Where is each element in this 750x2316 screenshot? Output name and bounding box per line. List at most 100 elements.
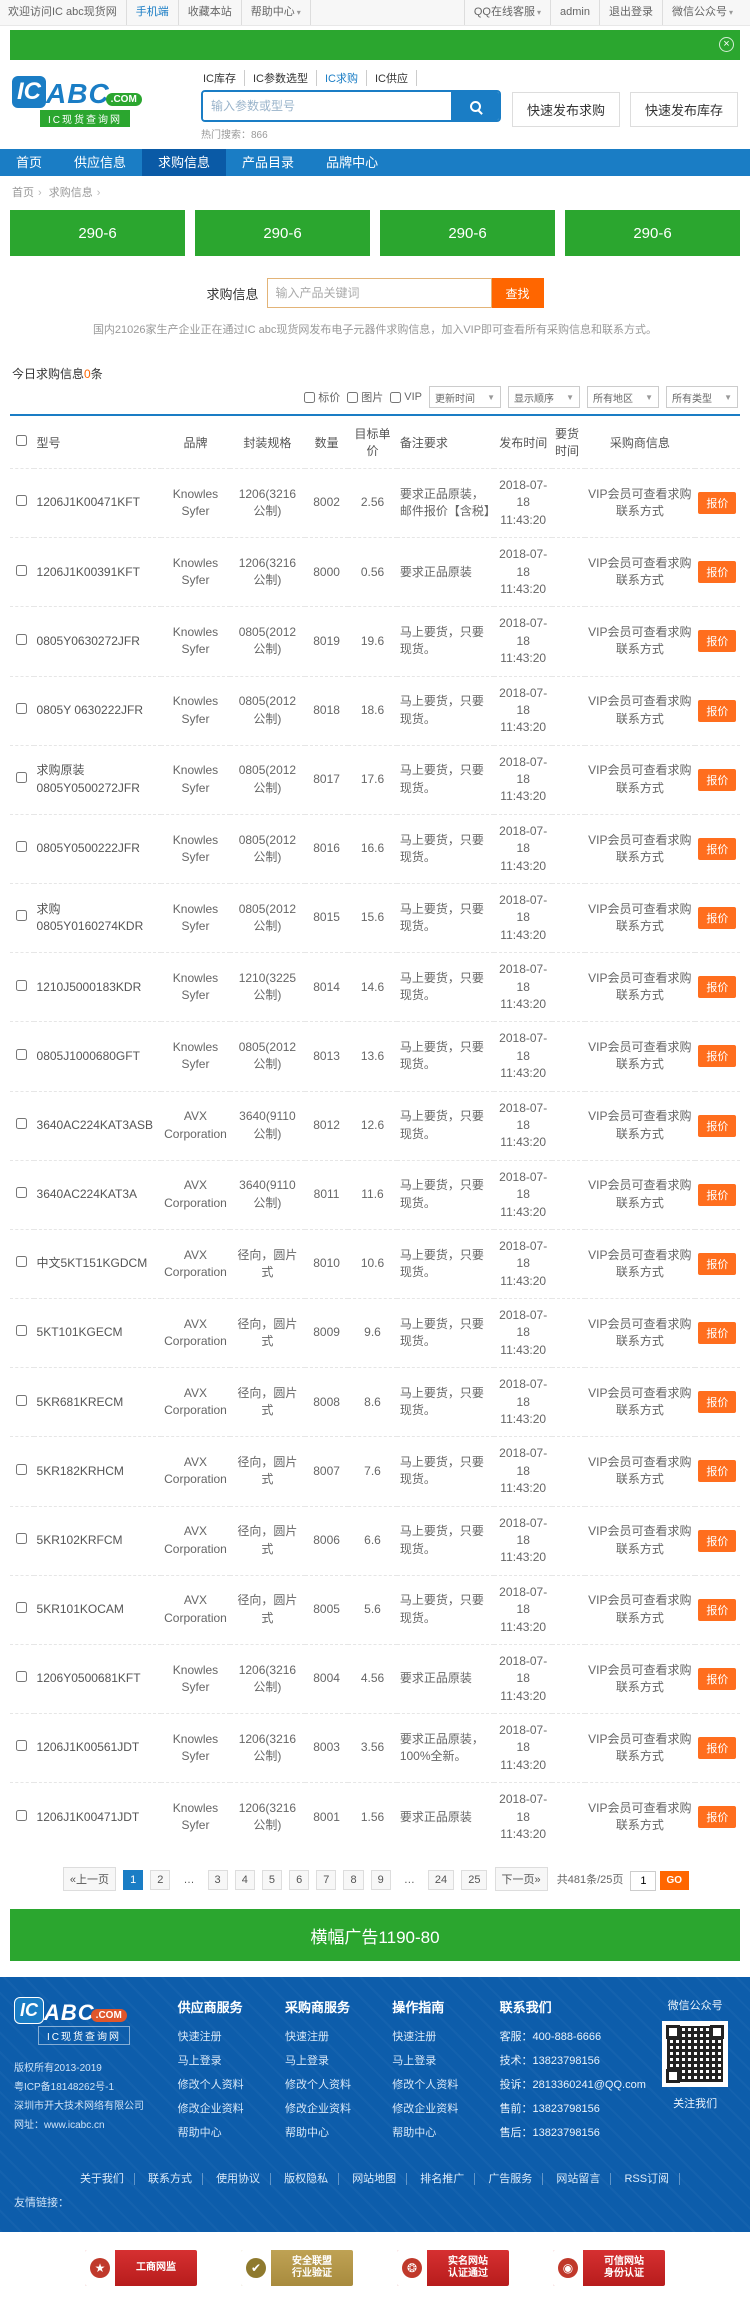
- quote-button[interactable]: 报价: [698, 1114, 737, 1137]
- footer-link[interactable]: 马上登录: [284, 2055, 329, 2068]
- page-link[interactable]: 8: [343, 1870, 364, 1891]
- page-link[interactable]: 2: [150, 1870, 171, 1891]
- row-checkbox[interactable]: [16, 1394, 28, 1406]
- footer-link[interactable]: 修改企业资料: [284, 2103, 351, 2116]
- topbar-link[interactable]: admin: [550, 0, 599, 25]
- row-checkbox[interactable]: [16, 1671, 28, 1683]
- close-icon[interactable]: ×: [719, 37, 734, 52]
- page-link[interactable]: 7: [316, 1870, 337, 1891]
- row-checkbox[interactable]: [16, 1740, 28, 1752]
- nav-item[interactable]: 产品目录: [242, 155, 295, 170]
- quote-button[interactable]: 报价: [698, 837, 737, 860]
- filter-checkbox[interactable]: 图片: [347, 389, 383, 405]
- quote-button[interactable]: 报价: [698, 1737, 737, 1760]
- footer-link[interactable]: 马上登录: [392, 2055, 437, 2068]
- bottom-ad-banner[interactable]: 横幅广告1190-80: [10, 1909, 740, 1962]
- filter-select[interactable]: 更新时间 ▼: [429, 386, 501, 408]
- quote-button[interactable]: 报价: [698, 1391, 737, 1414]
- cert-badge[interactable]: ◉ 可信网站 身份认证: [553, 2250, 665, 2287]
- page-link[interactable]: «上一页: [62, 1867, 117, 1892]
- row-checkbox[interactable]: [16, 1532, 28, 1544]
- cert-badge[interactable]: ❂ 实名网站 认证通过: [397, 2250, 509, 2287]
- footer-link[interactable]: 修改个人资料: [392, 2079, 459, 2092]
- quote-button[interactable]: 报价: [698, 1668, 737, 1690]
- quote-button[interactable]: 报价: [698, 630, 737, 653]
- quote-button[interactable]: 报价: [698, 699, 737, 722]
- footer-link[interactable]: 帮助中心: [284, 2127, 329, 2140]
- nav-item[interactable]: 供应信息: [74, 155, 127, 170]
- footer-bottom-link[interactable]: 版权隐私: [274, 2173, 340, 2186]
- filter-select[interactable]: 所有地区 ▼: [587, 386, 659, 408]
- quick-post-button[interactable]: 快速发布求购: [511, 92, 620, 127]
- row-checkbox[interactable]: [16, 772, 28, 784]
- quote-button[interactable]: 报价: [698, 1598, 737, 1621]
- footer-link[interactable]: 帮助中心: [177, 2127, 222, 2140]
- checkbox-input[interactable]: [304, 391, 316, 403]
- topbar-link[interactable]: 帮助中心 ▾: [242, 0, 311, 25]
- page-link[interactable]: 25: [461, 1870, 488, 1891]
- quote-button[interactable]: 报价: [698, 1183, 737, 1206]
- quote-button[interactable]: 报价: [698, 1322, 737, 1345]
- row-checkbox[interactable]: [16, 1809, 28, 1821]
- checkbox-input[interactable]: [347, 391, 359, 403]
- footer-bottom-link[interactable]: 关于我们: [69, 2173, 135, 2186]
- footer-bottom-link[interactable]: 网站地图: [342, 2173, 408, 2186]
- quote-button[interactable]: 报价: [698, 1045, 737, 1068]
- page-link[interactable]: 下一页»: [494, 1867, 548, 1892]
- row-checkbox[interactable]: [16, 1117, 28, 1129]
- header-search-input[interactable]: [203, 92, 451, 120]
- quote-button[interactable]: 报价: [698, 976, 737, 999]
- page-link[interactable]: 3: [207, 1870, 228, 1891]
- cert-badge[interactable]: ✔ 安全联盟 行业验证: [241, 2250, 353, 2287]
- nav-item[interactable]: 首页: [16, 155, 43, 170]
- footer-link[interactable]: 快速注册: [177, 2031, 222, 2044]
- breadcrumb-item[interactable]: 求购信息: [48, 187, 93, 199]
- row-checkbox[interactable]: [16, 495, 28, 507]
- go-button[interactable]: GO: [659, 1871, 690, 1891]
- quote-button[interactable]: 报价: [698, 907, 737, 930]
- page-link[interactable]: 5: [261, 1870, 283, 1891]
- search-tab[interactable]: IC供应: [367, 70, 417, 86]
- footer-link[interactable]: 快速注册: [284, 2031, 329, 2044]
- page-link[interactable]: 9: [370, 1870, 391, 1891]
- breadcrumb-item[interactable]: 首页: [12, 187, 34, 199]
- page-link[interactable]: …: [183, 1874, 195, 1887]
- footer-link[interactable]: 修改个人资料: [284, 2079, 351, 2092]
- footer-bottom-link[interactable]: 排名推广: [410, 2173, 476, 2186]
- page-link[interactable]: 24: [427, 1870, 455, 1891]
- filter-checkbox[interactable]: VIP: [390, 391, 422, 403]
- ad-banner[interactable]: 290-6: [10, 210, 185, 256]
- filter-select[interactable]: 显示顺序 ▼: [508, 386, 580, 408]
- ad-banner[interactable]: 290-6: [380, 210, 555, 256]
- search-tab[interactable]: IC参数选型: [245, 70, 317, 86]
- topbar-link[interactable]: 退出登录: [598, 0, 662, 25]
- nav-item[interactable]: 品牌中心: [326, 155, 379, 170]
- quote-button[interactable]: 报价: [698, 1529, 737, 1552]
- row-checkbox[interactable]: [16, 1463, 28, 1475]
- topbar-link[interactable]: 微信公众号 ▾: [661, 0, 742, 25]
- ad-banner[interactable]: 290-6: [565, 210, 740, 256]
- search-button[interactable]: [451, 92, 499, 120]
- quote-button[interactable]: 报价: [698, 1460, 737, 1483]
- footer-link[interactable]: 修改企业资料: [177, 2103, 244, 2116]
- footer-bottom-link[interactable]: 联系方式: [138, 2173, 203, 2186]
- row-checkbox[interactable]: [16, 702, 28, 714]
- inquiry-search-input[interactable]: [266, 278, 492, 308]
- page-link[interactable]: 1: [123, 1870, 144, 1891]
- row-checkbox[interactable]: [16, 1048, 28, 1060]
- select-all-checkbox[interactable]: [16, 435, 28, 446]
- row-checkbox[interactable]: [16, 564, 28, 576]
- topbar-link[interactable]: 手机端: [127, 0, 179, 25]
- footer-bottom-link[interactable]: 使用协议: [206, 2173, 272, 2186]
- filter-select[interactable]: 所有类型 ▼: [666, 386, 738, 408]
- topbar-link[interactable]: 收藏本站: [179, 0, 242, 25]
- page-link[interactable]: …: [403, 1874, 415, 1887]
- row-checkbox[interactable]: [16, 1187, 28, 1199]
- footer-bottom-link[interactable]: 广告服务: [478, 2173, 544, 2186]
- row-checkbox[interactable]: [16, 1602, 28, 1614]
- quick-post-button[interactable]: 快速发布库存: [629, 92, 738, 127]
- nav-item[interactable]: 求购信息: [142, 149, 227, 176]
- footer-logo[interactable]: IC ABC .COM IC现货查询网: [14, 1997, 178, 2046]
- quote-button[interactable]: 报价: [698, 768, 737, 791]
- page-link[interactable]: 6: [289, 1870, 310, 1891]
